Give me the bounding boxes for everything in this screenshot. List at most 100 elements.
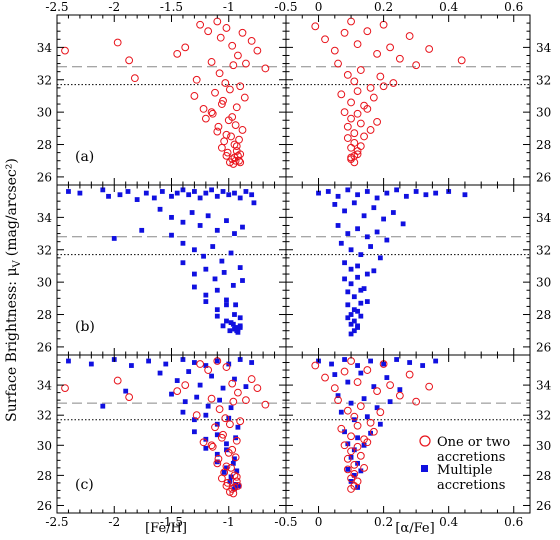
- data-point-one-or-two-accretions: [353, 40, 362, 49]
- data-point-multiple-accretions: [194, 394, 200, 400]
- data-point-multiple-accretions: [134, 197, 140, 202]
- data-point-multiple-accretions: [88, 361, 94, 367]
- data-point-multiple-accretions: [234, 468, 240, 474]
- y-tick-label-right: 26: [536, 499, 551, 513]
- data-point-one-or-two-accretions: [347, 485, 355, 493]
- data-point-multiple-accretions: [169, 391, 174, 397]
- data-point-multiple-accretions: [157, 370, 163, 376]
- data-point-one-or-two-accretions: [232, 472, 241, 481]
- data-point-multiple-accretions: [355, 274, 360, 280]
- data-point-multiple-accretions: [351, 307, 357, 313]
- data-point-multiple-accretions: [371, 268, 377, 274]
- y-tick-label-left: 30: [37, 439, 52, 453]
- data-point-one-or-two-accretions: [347, 474, 355, 483]
- y-tick-label-left: 34: [37, 211, 53, 225]
- data-point-multiple-accretions: [351, 328, 357, 334]
- data-point-multiple-accretions: [361, 396, 367, 402]
- data-point-multiple-accretions: [232, 376, 237, 382]
- data-point-multiple-accretions: [221, 469, 227, 475]
- data-point-multiple-accretions: [66, 189, 71, 194]
- data-point-multiple-accretions: [355, 363, 360, 368]
- data-point-one-or-two-accretions: [242, 396, 250, 405]
- data-point-multiple-accretions: [237, 323, 243, 329]
- data-point-multiple-accretions: [368, 358, 373, 364]
- data-point-multiple-accretions: [214, 432, 220, 438]
- data-point-one-or-two-accretions: [225, 488, 234, 496]
- data-point-one-or-two-accretions: [228, 379, 237, 388]
- data-point-multiple-accretions: [394, 357, 400, 362]
- data-point-multiple-accretions: [433, 190, 439, 196]
- data-point-multiple-accretions: [348, 266, 354, 272]
- data-point-multiple-accretions: [203, 412, 209, 418]
- data-point-multiple-accretions: [351, 294, 357, 300]
- data-point-one-or-two-accretions: [240, 93, 249, 102]
- data-point-multiple-accretions: [364, 234, 370, 240]
- data-point-multiple-accretions: [384, 190, 390, 196]
- data-point-one-or-two-accretions: [363, 366, 372, 374]
- data-point-one-or-two-accretions: [253, 46, 262, 55]
- data-point-multiple-accretions: [381, 216, 386, 222]
- data-point-multiple-accretions: [174, 190, 180, 196]
- data-point-multiple-accretions: [203, 445, 209, 451]
- data-point-multiple-accretions: [117, 192, 123, 198]
- data-point-multiple-accretions: [368, 244, 373, 249]
- data-point-multiple-accretions: [371, 384, 377, 389]
- data-point-multiple-accretions: [348, 400, 354, 406]
- data-point-one-or-two-accretions: [220, 137, 229, 146]
- data-point-multiple-accretions: [364, 299, 370, 304]
- data-point-one-or-two-accretions: [253, 384, 262, 393]
- legend-marker-one-or-two: [419, 435, 431, 447]
- y-tick-label-left: 26: [37, 340, 52, 354]
- data-point-multiple-accretions: [355, 435, 360, 441]
- data-point-multiple-accretions: [209, 373, 214, 379]
- data-point-one-or-two-accretions: [353, 109, 362, 118]
- data-point-one-or-two-accretions: [376, 408, 385, 417]
- data-point-one-or-two-accretions: [363, 27, 372, 36]
- y-tick-label-right: 28: [536, 469, 551, 483]
- data-point-multiple-accretions: [214, 313, 220, 319]
- data-point-multiple-accretions: [462, 192, 468, 198]
- data-point-multiple-accretions: [316, 190, 321, 196]
- x-tick-label-top: 0.4: [439, 0, 458, 14]
- data-point-multiple-accretions: [420, 363, 426, 368]
- data-point-multiple-accretions: [197, 382, 203, 388]
- data-point-multiple-accretions: [214, 451, 220, 457]
- data-point-multiple-accretions: [364, 271, 370, 277]
- data-point-one-or-two-accretions: [207, 441, 216, 450]
- data-point-multiple-accretions: [335, 223, 341, 228]
- data-point-one-or-two-accretions: [356, 402, 365, 411]
- panel-label: (b): [75, 319, 95, 335]
- data-point-one-or-two-accretions: [181, 381, 190, 389]
- data-point-one-or-two-accretions: [213, 17, 222, 26]
- data-point-one-or-two-accretions: [353, 87, 362, 95]
- data-point-one-or-two-accretions: [337, 424, 346, 433]
- data-point-multiple-accretions: [394, 187, 400, 193]
- data-point-multiple-accretions: [355, 226, 360, 232]
- y-tick-label-right: 28: [536, 308, 551, 322]
- x-tick-label-bottom: -2.5: [45, 515, 68, 529]
- data-point-one-or-two-accretions: [389, 79, 398, 87]
- data-point-multiple-accretions: [192, 189, 197, 194]
- data-point-multiple-accretions: [205, 403, 211, 409]
- x-tick-label-top: 0.6: [504, 0, 523, 14]
- data-point-one-or-two-accretions: [369, 427, 378, 436]
- data-point-multiple-accretions: [180, 260, 186, 266]
- data-point-multiple-accretions: [230, 460, 236, 466]
- data-point-multiple-accretions: [387, 399, 393, 405]
- data-point-multiple-accretions: [342, 357, 347, 362]
- y-axis-title-subscript: V: [12, 259, 23, 268]
- y-tick-label-left: 26: [37, 170, 52, 184]
- data-point-one-or-two-accretions: [173, 387, 182, 396]
- data-point-one-or-two-accretions: [222, 130, 231, 139]
- x-tick-label-bottom: 0: [315, 515, 323, 529]
- data-point-multiple-accretions: [358, 252, 364, 258]
- data-point-one-or-two-accretions: [347, 143, 355, 152]
- data-point-multiple-accretions: [232, 190, 237, 196]
- legend: One or two accretions Multiple accretion…: [419, 435, 510, 493]
- data-point-multiple-accretions: [243, 189, 249, 194]
- data-point-multiple-accretions: [345, 187, 351, 193]
- data-point-one-or-two-accretions: [238, 28, 247, 37]
- data-point-multiple-accretions: [217, 397, 222, 403]
- y-tick-label-left: 30: [37, 106, 52, 120]
- data-point-one-or-two-accretions: [373, 117, 381, 126]
